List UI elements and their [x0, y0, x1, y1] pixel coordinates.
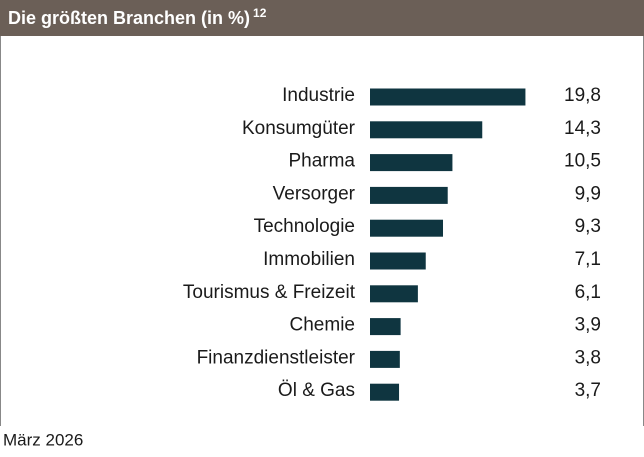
bar — [370, 186, 448, 204]
value-label: 6,1 — [575, 282, 601, 303]
bar — [370, 350, 400, 368]
value-label: 10,5 — [564, 151, 601, 172]
value-label: 9,3 — [575, 216, 601, 237]
category-label: Industrie — [282, 85, 355, 106]
value-label: 3,7 — [575, 380, 601, 401]
bar — [370, 219, 444, 237]
value-label: 3,8 — [575, 347, 601, 368]
category-label: Immobilien — [263, 249, 355, 270]
bar — [370, 252, 426, 270]
bar — [370, 121, 483, 139]
bar — [370, 318, 401, 336]
value-label: 9,9 — [575, 183, 601, 204]
value-label: 3,9 — [575, 315, 601, 336]
category-label: Technologie — [254, 216, 355, 237]
value-label: 7,1 — [575, 249, 601, 270]
header-bar — [0, 0, 644, 36]
bar — [370, 383, 400, 401]
bar — [370, 285, 418, 303]
value-label: 14,3 — [564, 118, 601, 139]
category-label: Pharma — [288, 151, 355, 172]
chart-title: Die größten Branchen (in %) — [8, 8, 250, 28]
category-label: Chemie — [290, 315, 355, 336]
category-label: Konsumgüter — [242, 118, 356, 139]
footnote: März 2026 — [3, 430, 83, 449]
value-label: 19,8 — [564, 85, 601, 106]
category-label: Tourismus & Freizeit — [183, 282, 356, 303]
title-note: 12 — [253, 6, 267, 20]
category-label: Versorger — [273, 183, 356, 204]
category-label: Öl & Gas — [278, 380, 355, 401]
bar — [370, 154, 453, 172]
category-label: Finanzdienstleister — [197, 347, 356, 368]
bar — [370, 88, 526, 106]
